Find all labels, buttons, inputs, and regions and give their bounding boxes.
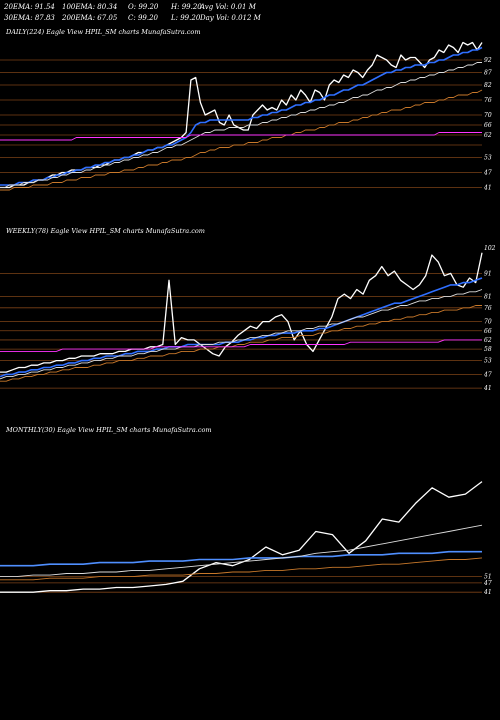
monthly-level-label: 47	[483, 580, 492, 587]
hdr-low: L: 99.20	[171, 14, 201, 22]
weekly-level-label: 102	[484, 245, 496, 252]
hdr-day-vol: Day Vol: 0.012 M	[200, 14, 261, 22]
weekly-level-label: 91	[484, 270, 492, 277]
monthly-level-label: 41	[483, 589, 492, 596]
hdr-close: C: 99.20	[128, 14, 158, 22]
monthly-ema-white-line	[0, 524, 483, 578]
weekly-price-line	[0, 252, 483, 373]
weekly-ema-white-line	[0, 289, 483, 380]
monthly-chart-title: MONTHLY(30) Eagle View HPIL_SM charts Mu…	[6, 426, 212, 434]
weekly-level-label: 70	[484, 319, 492, 326]
daily-level-label: 76	[484, 97, 492, 104]
daily-level-label: 70	[484, 112, 492, 119]
weekly-ema-orange-line	[0, 305, 482, 382]
weekly-level-label: 58	[484, 346, 492, 353]
monthly-ema-orange-line	[0, 557, 483, 581]
weekly-ema-blue-line	[0, 277, 483, 378]
weekly-chart-title: WEEKLY(78) Eagle View HPIL_SM charts Mun…	[6, 227, 205, 235]
weekly-level-label: 62	[484, 337, 492, 344]
daily-ema-blue-line	[0, 46, 483, 186]
daily-ema-white-line	[0, 62, 482, 188]
daily-level-label: 62	[484, 132, 492, 139]
daily-level-label: 53	[484, 155, 492, 162]
daily-level-label: 66	[484, 122, 492, 129]
monthly-price-line	[0, 481, 483, 593]
monthly-ema-blue-line	[0, 550, 482, 567]
hdr-open: O: 99.20	[128, 3, 159, 11]
daily-chart-title: DAILY(224) Eagle View HPIL_SM charts Mun…	[6, 28, 201, 36]
hdr-high: H: 99.20	[171, 3, 202, 11]
hdr-100ema: 100EMA: 80.34	[62, 3, 118, 11]
weekly-level-label: 76	[484, 305, 492, 312]
daily-level-label: 41	[483, 185, 492, 192]
hdr-20ema: 20EMA: 91.54	[4, 3, 55, 11]
weekly-level-label: 47	[483, 371, 492, 378]
weekly-level-label: 66	[484, 328, 492, 335]
daily-level-label: 92	[484, 57, 492, 64]
daily-level-label: 47	[483, 170, 492, 177]
hdr-200ema: 200EMA: 67.05	[62, 14, 118, 22]
weekly-level-label: 41	[483, 385, 492, 392]
monthly-level-label: 51	[484, 574, 492, 581]
daily-ema-magenta-line	[0, 132, 482, 141]
weekly-ema-magenta-line	[0, 339, 482, 352]
daily-level-label: 82	[484, 82, 492, 89]
hdr-avg-vol: Avg Vol: 0.01 M	[200, 3, 256, 11]
weekly-level-label: 81	[484, 293, 492, 300]
daily-level-label: 87	[484, 70, 492, 77]
daily-ema-orange-line	[0, 89, 483, 191]
hdr-30ema: 30EMA: 87.83	[4, 14, 55, 22]
weekly-level-label: 53	[484, 358, 492, 365]
